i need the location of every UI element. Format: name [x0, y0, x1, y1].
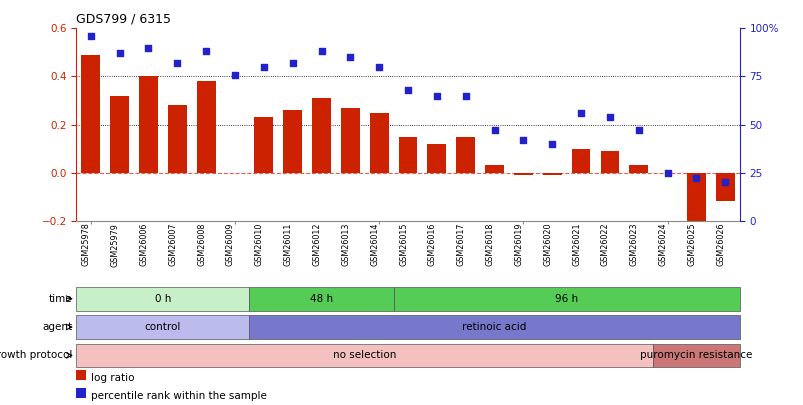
- Text: GSM26010: GSM26010: [255, 223, 263, 266]
- Bar: [456, 136, 475, 173]
- Text: GSM26013: GSM26013: [341, 223, 350, 266]
- Bar: [283, 110, 302, 173]
- Point: [402, 87, 414, 93]
- Bar: [81, 55, 100, 173]
- Bar: [76, 315, 249, 339]
- Bar: [168, 105, 186, 173]
- Bar: [687, 173, 705, 226]
- Bar: [340, 108, 359, 173]
- Bar: [484, 165, 503, 173]
- Text: GSM26018: GSM26018: [485, 223, 494, 266]
- Point: [574, 110, 587, 116]
- Point: [199, 48, 212, 55]
- Bar: [249, 287, 393, 311]
- Text: control: control: [145, 322, 181, 332]
- Point: [689, 175, 702, 181]
- Text: GSM26008: GSM26008: [197, 223, 206, 266]
- Text: GSM26022: GSM26022: [600, 223, 609, 266]
- Bar: [513, 173, 532, 175]
- Point: [603, 113, 616, 120]
- Point: [516, 136, 529, 143]
- Text: log ratio: log ratio: [91, 373, 134, 383]
- Text: GSM26012: GSM26012: [312, 223, 321, 266]
- Bar: [197, 81, 215, 173]
- Text: GSM26015: GSM26015: [398, 223, 408, 266]
- Text: GSM26023: GSM26023: [629, 223, 638, 266]
- Point: [487, 127, 500, 134]
- Text: GSM26007: GSM26007: [168, 223, 177, 266]
- Text: GSM26017: GSM26017: [456, 223, 465, 266]
- Text: GDS799 / 6315: GDS799 / 6315: [76, 13, 171, 26]
- Point: [171, 60, 184, 66]
- Text: GSM25978: GSM25978: [82, 223, 91, 266]
- Text: 96 h: 96 h: [554, 294, 577, 304]
- Bar: [110, 96, 128, 173]
- Bar: [715, 173, 734, 201]
- Point: [344, 54, 357, 60]
- Bar: [427, 144, 446, 173]
- Point: [631, 127, 644, 134]
- Text: 0 h: 0 h: [154, 294, 171, 304]
- Text: percentile rank within the sample: percentile rank within the sample: [91, 391, 267, 401]
- Point: [373, 64, 385, 70]
- Bar: [76, 343, 652, 367]
- Bar: [652, 343, 739, 367]
- Bar: [76, 287, 249, 311]
- Bar: [249, 315, 739, 339]
- Text: GSM26009: GSM26009: [226, 223, 234, 266]
- Point: [718, 179, 731, 185]
- Point: [459, 92, 471, 99]
- Point: [257, 64, 270, 70]
- Text: retinoic acid: retinoic acid: [462, 322, 526, 332]
- Bar: [393, 287, 739, 311]
- Text: GSM25979: GSM25979: [111, 223, 120, 266]
- Text: GSM26025: GSM26025: [687, 223, 695, 266]
- Text: GSM26014: GSM26014: [369, 223, 379, 266]
- Text: 48 h: 48 h: [310, 294, 332, 304]
- Text: GSM26006: GSM26006: [139, 223, 149, 266]
- Bar: [600, 151, 618, 173]
- Text: time: time: [48, 294, 72, 304]
- Point: [430, 92, 442, 99]
- Text: GSM26019: GSM26019: [514, 223, 523, 266]
- Bar: [369, 113, 388, 173]
- Point: [315, 48, 328, 55]
- Point: [286, 60, 299, 66]
- Text: GSM26020: GSM26020: [543, 223, 552, 266]
- Bar: [139, 77, 157, 173]
- Point: [84, 33, 97, 39]
- Text: GSM26024: GSM26024: [658, 223, 666, 266]
- Text: agent: agent: [42, 322, 72, 332]
- Point: [142, 44, 155, 51]
- Text: no selection: no selection: [332, 350, 396, 360]
- Bar: [629, 165, 647, 173]
- Text: growth protocol: growth protocol: [0, 350, 72, 360]
- Bar: [571, 149, 589, 173]
- Text: GSM26011: GSM26011: [283, 223, 292, 266]
- Point: [228, 71, 241, 78]
- Text: puromycin resistance: puromycin resistance: [639, 350, 752, 360]
- Text: GSM26021: GSM26021: [572, 223, 581, 266]
- Point: [660, 169, 673, 176]
- Bar: [312, 98, 331, 173]
- Text: GSM26016: GSM26016: [427, 223, 436, 266]
- Point: [113, 50, 126, 57]
- Point: [545, 141, 558, 147]
- Bar: [398, 136, 417, 173]
- Bar: [254, 117, 273, 173]
- Text: GSM26026: GSM26026: [715, 223, 724, 266]
- Bar: [542, 173, 561, 175]
